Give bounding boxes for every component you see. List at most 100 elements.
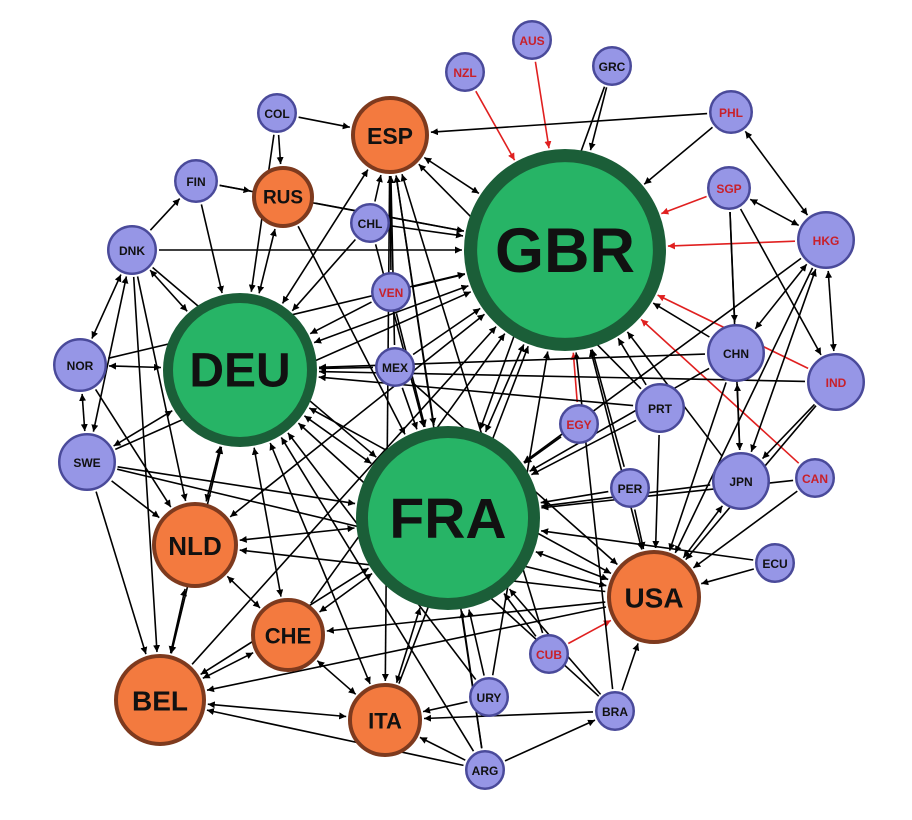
node-rus[interactable]: RUS xyxy=(252,166,314,228)
edge-esp-deu xyxy=(281,169,369,304)
edge-nzl-gbr xyxy=(475,90,516,161)
node-label-jpn: JPN xyxy=(729,475,752,489)
node-label-bel: BEL xyxy=(132,686,188,717)
edge-esp-gbr xyxy=(423,156,480,195)
edge-esp-ita xyxy=(381,175,391,682)
node-label-prt: PRT xyxy=(648,402,673,416)
edge-phl-gbr xyxy=(643,126,714,185)
edge-ury-fra xyxy=(467,609,485,676)
node-nld[interactable]: NLD xyxy=(152,502,238,588)
edge-fra-gbr xyxy=(484,344,525,433)
node-jpn[interactable]: JPN xyxy=(712,452,770,510)
node-circle-mex xyxy=(375,347,415,387)
edge-dnk-swe xyxy=(91,276,129,432)
node-label-egy: EGY xyxy=(566,418,591,432)
edge-nor-deu xyxy=(108,362,162,371)
node-label-arg: ARG xyxy=(472,764,499,778)
edge-swe-deu xyxy=(113,410,173,447)
node-chn[interactable]: CHN xyxy=(707,324,765,382)
node-circle-dnk xyxy=(107,225,157,275)
node-dnk[interactable]: DNK xyxy=(107,225,157,275)
node-ury[interactable]: URY xyxy=(469,677,509,717)
node-circle-gbr xyxy=(464,149,666,351)
node-circle-prt xyxy=(635,383,685,433)
node-nzl[interactable]: NZL xyxy=(445,52,485,92)
node-label-ind: IND xyxy=(826,376,847,390)
node-circle-nzl xyxy=(445,52,485,92)
edge-jpn-usa xyxy=(682,505,724,559)
node-label-fra: FRA xyxy=(389,487,506,551)
node-circle-can xyxy=(795,458,835,498)
edge-dnk-nor xyxy=(91,274,122,339)
node-bel[interactable]: BEL xyxy=(114,654,206,746)
node-bra[interactable]: BRA xyxy=(595,691,635,731)
node-gbr[interactable]: GBR xyxy=(464,149,666,351)
node-sgp[interactable]: SGP xyxy=(707,166,751,210)
edge-swe-bel xyxy=(95,491,148,655)
node-circle-ind xyxy=(807,353,865,411)
node-circle-bra xyxy=(595,691,635,731)
edge-hkg-jpn xyxy=(750,268,817,453)
node-label-ury: URY xyxy=(477,691,502,705)
edge-col-esp xyxy=(298,116,350,130)
node-prt[interactable]: PRT xyxy=(635,383,685,433)
node-fin[interactable]: FIN xyxy=(174,159,218,203)
edge-arg-bra xyxy=(504,719,596,762)
node-hkg[interactable]: HKG xyxy=(797,211,855,269)
edge-ven-deu xyxy=(309,301,372,335)
edge-ven-esp xyxy=(386,175,394,271)
edge-cub-fra xyxy=(503,593,537,637)
node-egy[interactable]: EGY xyxy=(559,404,599,444)
node-label-chl: CHL xyxy=(358,217,383,231)
node-circle-bel xyxy=(114,654,206,746)
node-ita[interactable]: ITA xyxy=(348,683,422,757)
node-nor[interactable]: NOR xyxy=(53,338,107,392)
node-label-grc: GRC xyxy=(599,60,626,74)
node-phl[interactable]: PHL xyxy=(709,90,753,134)
node-label-che: CHE xyxy=(265,624,311,649)
node-esp[interactable]: ESP xyxy=(351,96,429,174)
edge-can-usa xyxy=(692,490,798,569)
node-circle-nor xyxy=(53,338,107,392)
node-can[interactable]: CAN xyxy=(795,458,835,498)
node-circle-ury xyxy=(469,677,509,717)
edge-col-rus xyxy=(276,134,284,165)
edge-ecu-usa xyxy=(700,568,755,586)
node-circle-che xyxy=(251,598,325,672)
node-ven[interactable]: VEN xyxy=(371,272,411,312)
node-label-sgp: SGP xyxy=(716,182,741,196)
edge-chl-fra xyxy=(374,244,426,428)
node-label-dnk: DNK xyxy=(119,244,145,258)
node-col[interactable]: COL xyxy=(257,93,297,133)
node-deu[interactable]: DEU xyxy=(163,293,318,448)
edge-phl-esp xyxy=(430,112,708,136)
node-arg[interactable]: ARG xyxy=(465,750,505,790)
node-che[interactable]: CHE xyxy=(251,598,325,672)
node-label-gbr: GBR xyxy=(495,216,635,286)
node-ind[interactable]: IND xyxy=(807,353,865,411)
node-per[interactable]: PER xyxy=(610,468,650,508)
node-swe[interactable]: SWE xyxy=(58,433,116,491)
node-mex[interactable]: MEX xyxy=(375,347,415,387)
node-cub[interactable]: CUB xyxy=(529,634,569,674)
node-circle-sgp xyxy=(707,166,751,210)
edge-sgp-gbr xyxy=(661,195,707,215)
node-label-ita: ITA xyxy=(368,709,402,734)
node-fra[interactable]: FRA xyxy=(356,426,541,611)
edge-chl-esp xyxy=(374,174,383,202)
node-circle-fra xyxy=(356,426,541,611)
node-circle-egy xyxy=(559,404,599,444)
node-chl[interactable]: CHL xyxy=(350,203,390,243)
node-aus[interactable]: AUS xyxy=(512,20,552,60)
node-ecu[interactable]: ECU xyxy=(755,543,795,583)
node-circle-aus xyxy=(512,20,552,60)
edge-che-deu xyxy=(251,447,284,597)
edge-sgp-hkg xyxy=(749,198,800,227)
edge-chn-usa xyxy=(668,382,727,551)
edge-chn-fra xyxy=(529,367,710,472)
node-grc[interactable]: GRC xyxy=(592,46,632,86)
edge-hkg-usa xyxy=(674,267,814,554)
edge-chn-jpn xyxy=(733,383,744,451)
edge-ita-bel xyxy=(207,701,347,720)
node-usa[interactable]: USA xyxy=(607,550,701,644)
